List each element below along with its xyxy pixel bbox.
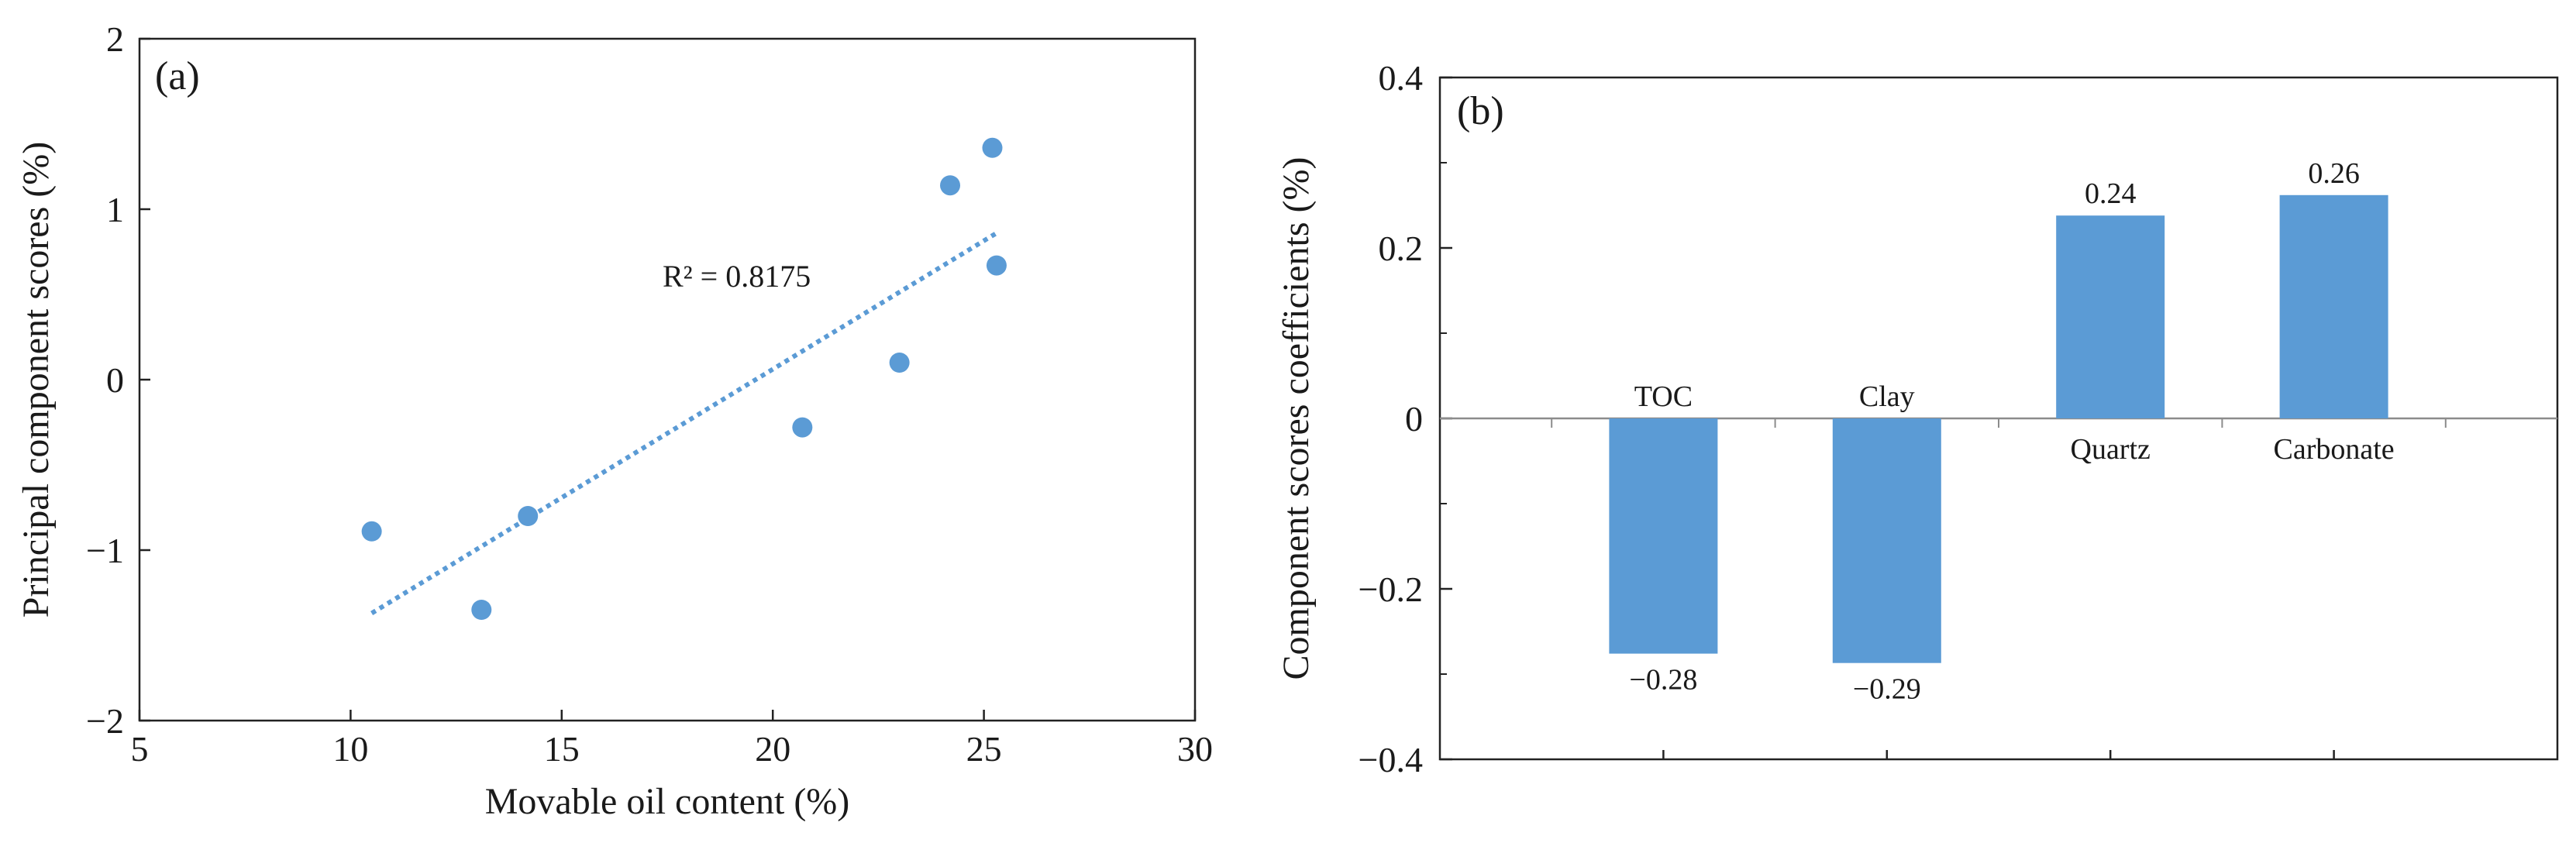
y-tick-label: 1 bbox=[106, 190, 124, 229]
value-label: −0.28 bbox=[1629, 664, 1697, 697]
category-label: Clay bbox=[1859, 380, 1915, 413]
r-squared-annotation: R² = 0.8175 bbox=[663, 259, 811, 294]
bar bbox=[2056, 215, 2165, 418]
data-point bbox=[889, 353, 910, 373]
y-tick-label: −1 bbox=[86, 531, 124, 570]
bar bbox=[1832, 418, 1941, 663]
value-label: 0.26 bbox=[2308, 157, 2360, 190]
y-tick-label: 2 bbox=[106, 19, 124, 59]
data-point bbox=[792, 417, 813, 438]
scatter-plot-frame bbox=[138, 37, 1197, 722]
y-tick-label: 0 bbox=[106, 360, 124, 400]
data-point bbox=[518, 506, 539, 526]
x-tick-label: 30 bbox=[1177, 729, 1213, 769]
value-label: 0.24 bbox=[2085, 177, 2137, 210]
y-tick-label: −2 bbox=[86, 701, 124, 741]
category-label: TOC bbox=[1634, 380, 1693, 413]
bar-panel: −0.4 −0.2 0 0.2 0.4 TOC −0.28 Clay −0.29 Quartz 0… bbox=[1276, 58, 2559, 779]
bar bbox=[2279, 194, 2388, 419]
category-label: Carbonate bbox=[2274, 433, 2395, 466]
scatter-x-axis-title: Movable oil content (%) bbox=[485, 781, 850, 822]
category-label: Quartz bbox=[2071, 433, 2151, 466]
data-point bbox=[361, 521, 382, 542]
panel-b-label: (b) bbox=[1457, 89, 1504, 133]
x-tick-label: 25 bbox=[966, 729, 1002, 769]
y-tick-label: 0.4 bbox=[1379, 58, 1424, 98]
bar bbox=[1609, 418, 1718, 654]
y-tick-label: 0 bbox=[1405, 399, 1423, 439]
x-tick-label: 5 bbox=[131, 729, 149, 769]
y-tick-label: −0.2 bbox=[1359, 569, 1423, 609]
bar-y-axis-title: Component scores coefficients (%) bbox=[1276, 157, 1317, 680]
y-tick-label: 0.2 bbox=[1379, 229, 1424, 268]
value-label: −0.29 bbox=[1853, 673, 1921, 706]
x-tick-label: 10 bbox=[332, 729, 368, 769]
data-point bbox=[986, 255, 1007, 276]
x-tick-label: 15 bbox=[544, 729, 580, 769]
data-point bbox=[471, 600, 492, 620]
scatter-panel: 5 10 15 20 25 30 −2 −1 0 1 2 (a) R² = 0.8175 Movab… bbox=[15, 19, 1213, 822]
panel-a-label: (a) bbox=[155, 54, 200, 98]
data-point bbox=[940, 175, 961, 196]
scatter-y-axis-title: Principal component scores (%) bbox=[15, 142, 57, 618]
data-point bbox=[982, 137, 1003, 158]
trend-line bbox=[370, 231, 998, 615]
y-tick-label: −0.4 bbox=[1359, 740, 1423, 779]
x-tick-label: 20 bbox=[755, 729, 790, 769]
